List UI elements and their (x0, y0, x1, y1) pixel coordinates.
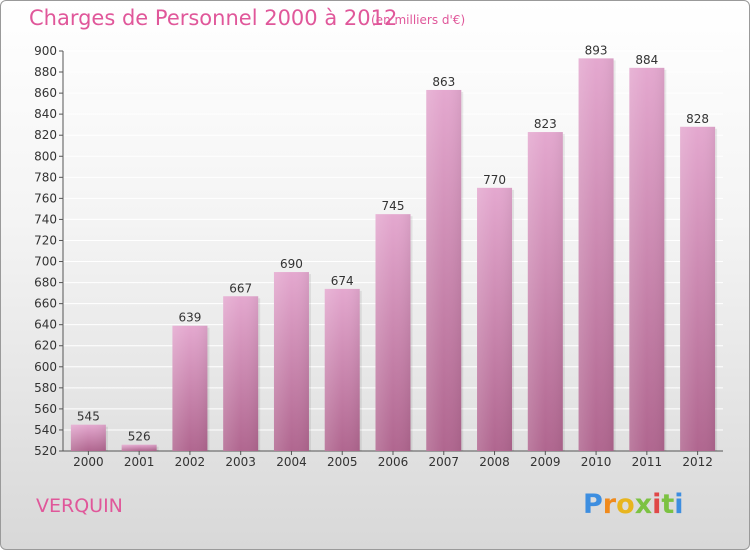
x-tick-label: 2009 (530, 455, 561, 469)
logo-letter: o (616, 489, 635, 520)
y-tick-label: 700 (34, 255, 57, 269)
logo-letter: r (602, 489, 617, 520)
data-label: 823 (534, 117, 557, 131)
data-label: 828 (686, 112, 709, 126)
chart-title: Charges de Personnel 2000 à 2012 (29, 6, 398, 30)
bar-highlight (375, 214, 411, 451)
bar-highlight (477, 187, 513, 451)
y-tick-label: 640 (34, 318, 57, 332)
bar-highlight (121, 444, 157, 451)
data-label: 745 (382, 199, 405, 213)
x-tick-label: 2004 (276, 455, 307, 469)
bar-highlight (629, 67, 665, 451)
y-tick-label: 840 (34, 107, 57, 121)
x-tick-label: 2008 (479, 455, 510, 469)
data-label: 690 (280, 257, 303, 271)
y-tick-label: 720 (34, 233, 57, 247)
y-tick-label: 780 (34, 170, 57, 184)
bar-highlight (273, 272, 309, 451)
bar-highlight (324, 288, 360, 451)
logo-letter: x (634, 489, 653, 520)
data-label: 863 (432, 75, 455, 89)
y-tick-label: 580 (34, 381, 57, 395)
bar-highlight (426, 89, 462, 452)
bar-highlight (680, 126, 716, 451)
bar-highlight (172, 325, 208, 451)
data-label: 667 (229, 281, 252, 295)
y-tick-label: 520 (34, 444, 57, 458)
axis-layer: 520 540 560 580 600 620 640 660 680 700 720 740 760 7… (34, 44, 723, 469)
bar-highlight (223, 296, 259, 451)
x-tick-label: 2007 (428, 455, 459, 469)
y-tick-label: 620 (34, 339, 57, 353)
y-tick-label: 660 (34, 297, 57, 311)
bar-highlight (527, 132, 563, 452)
y-tick-label: 860 (34, 86, 57, 100)
data-label: 884 (635, 53, 658, 67)
x-tick-label: 2012 (682, 455, 713, 469)
data-label: 770 (483, 173, 506, 187)
data-label: 526 (128, 430, 151, 444)
logo-letter: P (583, 489, 603, 520)
x-tick-label: 2002 (175, 455, 206, 469)
data-label: 893 (585, 43, 608, 57)
logo-letter: t (661, 489, 675, 520)
x-tick-label: 2011 (632, 455, 663, 469)
y-tick-label: 880 (34, 65, 57, 79)
y-tick-label: 540 (34, 423, 57, 437)
bar-highlight (578, 58, 614, 452)
y-tick-label: 740 (34, 212, 57, 226)
y-tick-label: 820 (34, 128, 57, 142)
x-tick-label: 2010 (581, 455, 612, 469)
x-tick-label: 2000 (73, 455, 104, 469)
y-tick-label: 900 (34, 44, 57, 58)
y-tick-label: 560 (34, 402, 57, 416)
proxiti-logo[interactable]: Proxiti (583, 489, 684, 520)
x-tick-label: 2003 (225, 455, 256, 469)
x-tick-label: 2005 (327, 455, 358, 469)
bar-highlight (70, 424, 106, 451)
data-label: 639 (178, 311, 201, 325)
x-tick-label: 2006 (378, 455, 409, 469)
y-tick-label: 760 (34, 191, 57, 205)
x-tick-label: 2001 (124, 455, 155, 469)
commune-name: VERQUIN (36, 495, 123, 517)
y-tick-label: 680 (34, 276, 57, 290)
logo-letter: i (652, 489, 662, 520)
y-tick-label: 800 (34, 149, 57, 163)
y-tick-label: 600 (34, 360, 57, 374)
label-layer: 545 526 639 667 690 674 745 863 770 823 893 884 828 (77, 43, 709, 443)
data-label: 545 (77, 410, 100, 424)
data-label: 674 (331, 274, 354, 288)
bar-layer (70, 58, 718, 452)
chart-subtitle: (en milliers d'€) (371, 13, 466, 27)
logo-letter: i (674, 489, 684, 520)
